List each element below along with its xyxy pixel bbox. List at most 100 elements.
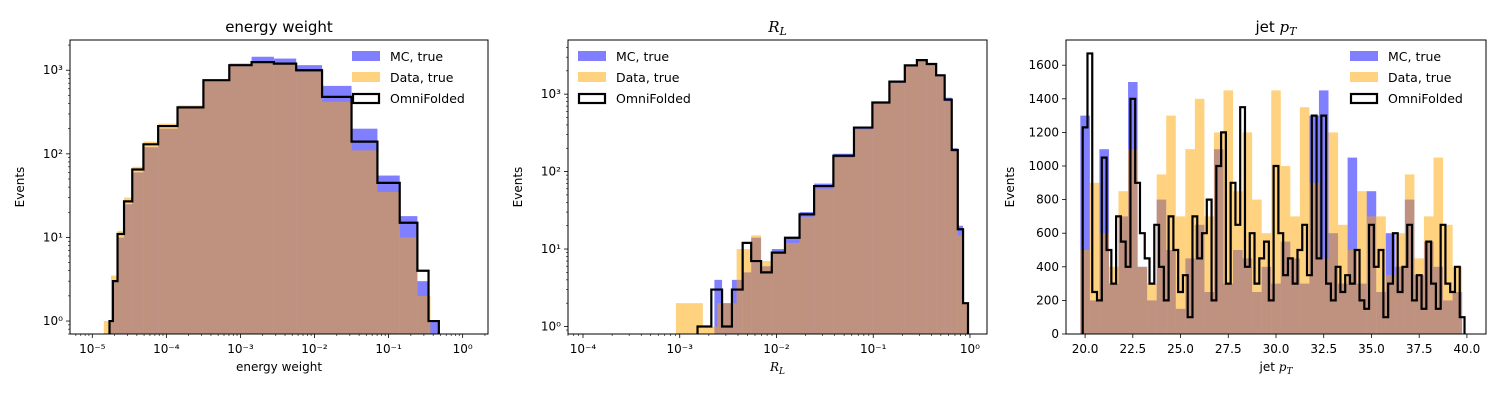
bar-data-31 <box>1366 216 1377 334</box>
x-tick-label: 37.5 <box>1406 342 1433 356</box>
y-tick-label: 200 <box>1036 293 1059 307</box>
bar-data-13 <box>833 157 854 334</box>
bar-data-11 <box>251 62 274 334</box>
bar-data-23 <box>1290 216 1300 334</box>
bar-data-15 <box>872 103 890 334</box>
legend-swatch <box>351 92 381 105</box>
omnifolded-step-line <box>1081 52 1466 334</box>
chart-title: energy weight <box>225 18 333 36</box>
bar-data-10 <box>784 242 800 334</box>
y-tick-label: 10³ <box>541 87 561 101</box>
plot-area <box>103 56 440 334</box>
bar-data-14 <box>853 129 873 334</box>
bar-data-1 <box>103 321 112 334</box>
y-tick-label: 10⁰ <box>541 319 561 333</box>
omnifolded-step-line <box>696 59 970 334</box>
legend-label: Data, true <box>616 70 680 85</box>
bar-data-7 <box>158 123 178 334</box>
bar-data-3 <box>117 230 125 334</box>
x-tick-label: 10⁻³ <box>667 342 694 356</box>
bar-data-6 <box>143 141 159 334</box>
chart-panel-3: 20.0 22.5 25.0 27.5 30.0 32.5 35.0 37.5 40.0 0 200… <box>1003 18 1487 377</box>
bar-data-8 <box>761 261 772 334</box>
y-tick-label: 10² <box>541 165 561 179</box>
x-tick-label: 27.5 <box>1215 342 1242 356</box>
bar-mc-1 <box>1080 115 1090 334</box>
legend: MC, true Data, true OmniFolded <box>1349 49 1463 106</box>
bar-data-9 <box>1156 174 1167 334</box>
bar-data-3 <box>1099 233 1109 334</box>
bar-data-15 <box>351 150 378 334</box>
bar-data-17 <box>904 66 917 334</box>
bar-data-7 <box>751 235 762 334</box>
bar-data-11 <box>799 216 815 334</box>
bar-data-8 <box>1147 283 1157 334</box>
bar-data-24 <box>963 303 969 334</box>
chart-title: jet pT <box>1255 18 1299 38</box>
legend: MC, true Data, true OmniFolded <box>577 49 691 106</box>
bar-data-14 <box>322 101 352 334</box>
x-tick-label: 10⁻³ <box>227 342 254 356</box>
bar-data-22 <box>951 151 958 334</box>
y-tick-label: 10³ <box>43 63 63 77</box>
bar-data-39 <box>1443 224 1453 334</box>
bar-data-2 <box>683 303 693 334</box>
x-tick-label: 40.0 <box>1454 342 1481 356</box>
bar-data-23 <box>957 235 964 334</box>
legend-swatch <box>1350 72 1378 82</box>
x-tick-label: 10⁻⁴ <box>570 342 597 356</box>
bar-data-19 <box>1252 199 1262 334</box>
bar-data-8 <box>177 105 204 334</box>
bar-data-36 <box>1414 258 1424 334</box>
bar-data-20 <box>1261 233 1272 334</box>
x-tick-label: 10⁻² <box>763 342 790 356</box>
bar-data-13 <box>1194 98 1205 334</box>
y-axis-label: Events <box>13 167 27 208</box>
bar-data-9 <box>771 252 785 334</box>
bar-data-17 <box>1233 191 1243 334</box>
bar-data-21 <box>1271 90 1281 334</box>
y-tick-label: 1400 <box>1028 92 1059 106</box>
legend-label: OmniFolded <box>1388 91 1463 106</box>
legend-label: MC, true <box>616 49 669 64</box>
bar-data-30 <box>1357 191 1367 334</box>
legend-swatch <box>577 92 607 105</box>
bar-data-4 <box>702 326 718 334</box>
y-axis-label: Events <box>511 167 525 208</box>
x-tick-label: 32.5 <box>1310 342 1337 356</box>
x-tick-label: 20.0 <box>1072 342 1099 356</box>
x-tick-label: 10⁻² <box>301 342 328 356</box>
y-tick-label: 0 <box>1051 327 1059 341</box>
x-axis-label: jet pT <box>1259 360 1294 377</box>
bar-mc-29 <box>1347 157 1358 334</box>
bar-data-10 <box>229 65 252 334</box>
bar-data-20 <box>936 76 945 334</box>
legend-swatch <box>578 72 606 82</box>
bar-data-2 <box>1089 182 1100 334</box>
y-tick-label: 800 <box>1036 193 1059 207</box>
legend-swatch <box>352 72 380 82</box>
axes-frame <box>567 39 988 335</box>
bar-data-37 <box>1423 216 1434 334</box>
bar-data-12 <box>273 64 297 334</box>
bar-data-21 <box>944 101 952 334</box>
bar-data-5 <box>132 166 144 334</box>
bar-data-17 <box>399 237 418 334</box>
x-tick-label: 10⁻¹ <box>860 342 887 356</box>
bar-data-15 <box>1213 132 1224 334</box>
bar-data-33 <box>1385 275 1396 334</box>
legend-swatch <box>1350 51 1378 61</box>
omnifolded-step-line <box>108 61 440 334</box>
bar-data-16 <box>377 191 400 334</box>
bar-data-4 <box>1108 266 1119 334</box>
y-tick-label: 400 <box>1036 260 1059 274</box>
bar-data-4 <box>124 197 133 334</box>
x-tick-label: 35.0 <box>1358 342 1385 356</box>
bar-data-6 <box>1128 149 1138 334</box>
legend-label: OmniFolded <box>616 91 691 106</box>
bar-data-13 <box>296 72 323 334</box>
bar-data-27 <box>1328 132 1339 334</box>
bar-data-3 <box>692 303 703 334</box>
legend-label: Data, true <box>390 70 454 85</box>
bar-data-9 <box>203 79 230 334</box>
